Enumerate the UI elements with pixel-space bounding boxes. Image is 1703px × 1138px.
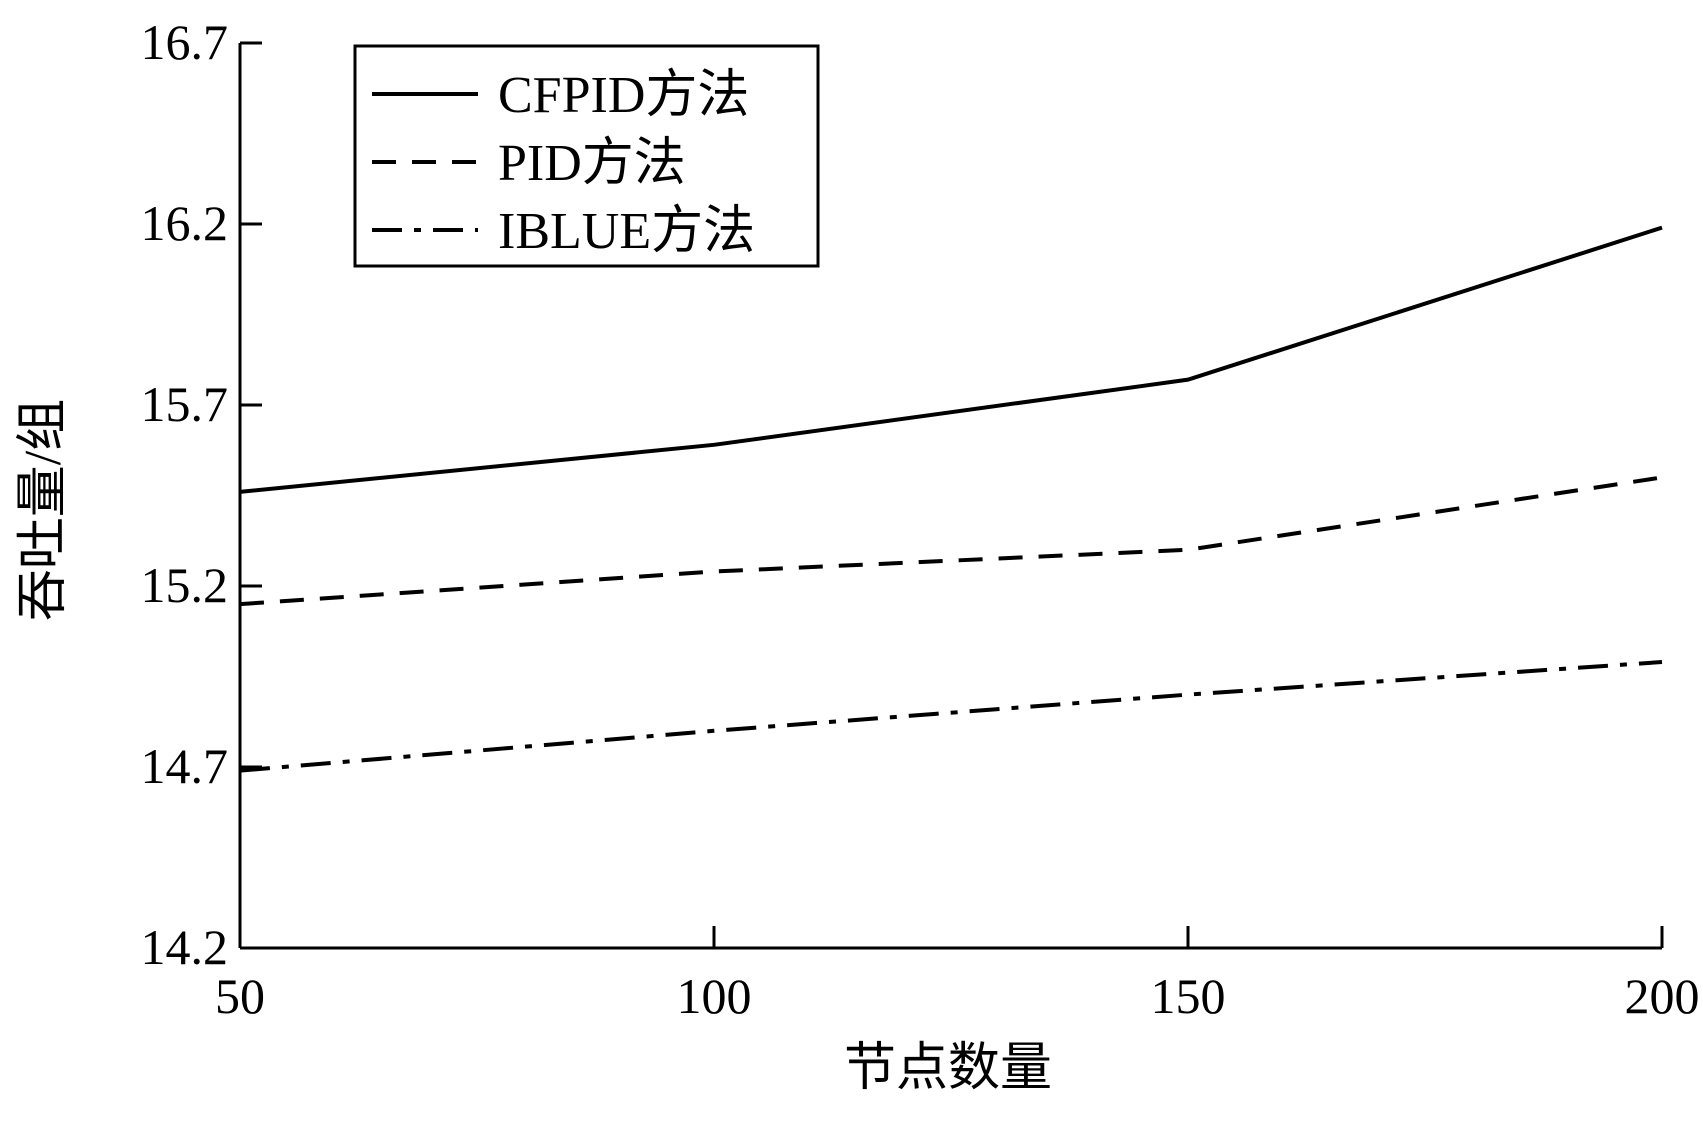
series-group bbox=[239, 225, 1663, 773]
y-tick-label: 14.2 bbox=[141, 919, 229, 975]
x-tick-label: 50 bbox=[215, 968, 265, 1024]
series-line-3 bbox=[239, 660, 1663, 773]
legend: CFPID方法 PID方法 IBLUE方法 bbox=[353, 44, 820, 268]
y-axis-label: 吞吐量/组 bbox=[15, 399, 72, 621]
x-tick-label: 200 bbox=[1625, 968, 1700, 1024]
legend-label-1: CFPID方法 bbox=[498, 67, 749, 124]
y-tick-label: 16.2 bbox=[141, 195, 229, 251]
x-axis-label: 节点数量 bbox=[844, 1040, 1052, 1097]
series-line-2 bbox=[239, 475, 1663, 607]
y-tick-label: 16.7 bbox=[141, 14, 229, 70]
axes: 14.2 14.7 15.2 15.7 16.2 16.7 50 100 150 200 bbox=[141, 14, 1700, 1024]
legend-box bbox=[353, 44, 820, 268]
x-tick-label: 100 bbox=[677, 968, 752, 1024]
series-line-1 bbox=[239, 225, 1663, 494]
y-tick-label: 14.7 bbox=[141, 738, 229, 794]
legend-label-2: PID方法 bbox=[498, 135, 686, 192]
x-tick-label: 150 bbox=[1151, 968, 1226, 1024]
legend-label-3: IBLUE方法 bbox=[498, 203, 755, 260]
y-tick-label: 15.2 bbox=[141, 557, 229, 613]
y-tick-label: 15.7 bbox=[141, 376, 229, 432]
